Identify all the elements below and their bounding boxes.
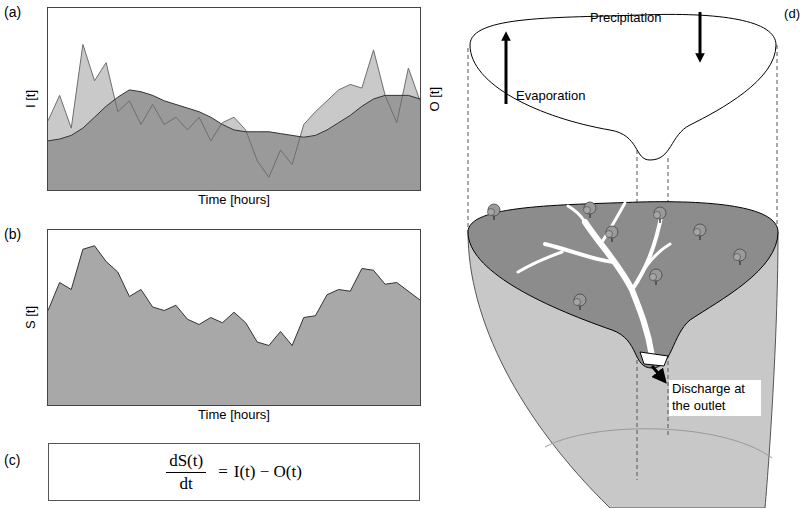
svg-text:the outlet: the outlet — [672, 398, 726, 413]
svg-text:I [t]: I [t] — [23, 90, 38, 108]
html-text:dt: dt — [179, 473, 193, 493]
svg-text:(d): (d) — [784, 6, 800, 21]
svg-text:Evaporation: Evaporation — [516, 88, 585, 103]
svg-text:O [t]: O [t] — [427, 87, 442, 112]
html-text:dS(t): dS(t) — [169, 450, 204, 470]
svg-text:Precipitation: Precipitation — [590, 10, 662, 25]
html-text:= I(t) − O(t): = I(t) − O(t) — [218, 462, 302, 481]
svg-text:Time [hours]: Time [hours] — [198, 192, 270, 207]
svg-text:S [t]: S [t] — [23, 306, 38, 329]
html-text:(b): (b) — [4, 226, 22, 242]
html-text:(c): (c) — [4, 452, 21, 468]
svg-text:Discharge at: Discharge at — [672, 381, 745, 396]
svg-text:Time [hours]: Time [hours] — [198, 407, 270, 422]
html-text:(a): (a) — [4, 4, 22, 20]
